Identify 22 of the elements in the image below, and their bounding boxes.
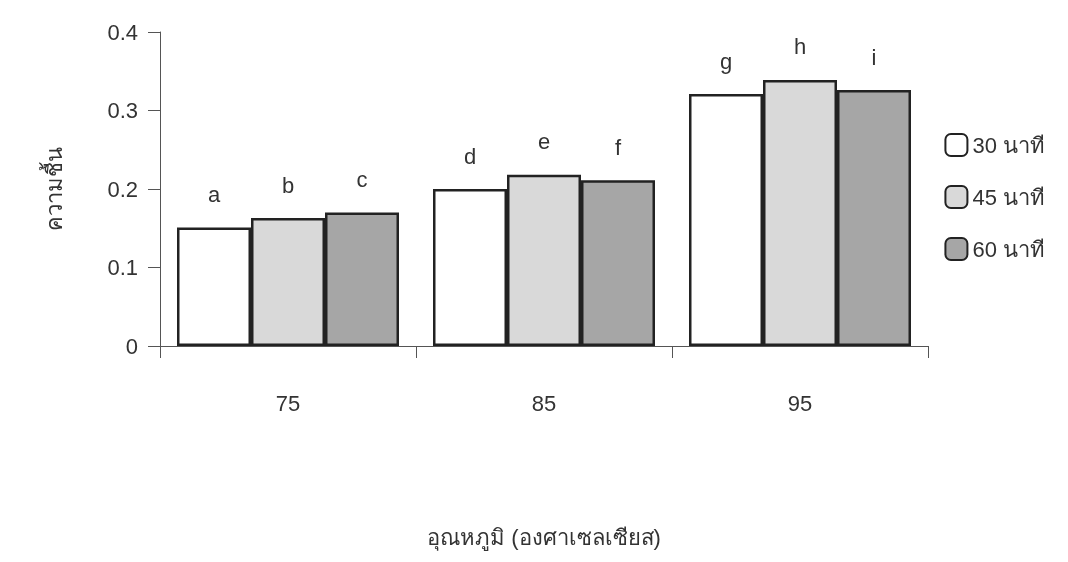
- y-tick-label: 0.3: [107, 98, 138, 123]
- y-axis-title: ความชื้น: [38, 147, 67, 231]
- data-label: a: [207, 181, 221, 207]
- data-label: d: [463, 143, 477, 169]
- data-label: b: [281, 172, 295, 198]
- legend-label: 30 นาที: [972, 132, 1046, 158]
- legend-label: 60 นาที: [972, 236, 1046, 262]
- data-label: f: [614, 134, 622, 160]
- y-tick-label: 0.1: [107, 255, 138, 280]
- data-label: g: [719, 48, 733, 74]
- y-tick-label: 0: [125, 333, 138, 359]
- legend-label: 45 นาที: [972, 184, 1046, 210]
- data-label: c: [356, 167, 368, 193]
- x-tick-label: 85: [531, 390, 557, 416]
- x-tick-label: 75: [275, 390, 301, 416]
- x-tick-label: 95: [787, 390, 813, 416]
- data-label: i: [871, 44, 877, 70]
- y-tick-label: 0.2: [107, 176, 138, 202]
- x-axis-title: อุณหภูมิ (องศาเซลเซียส): [427, 524, 661, 551]
- y-tick-label: 0.4: [107, 19, 138, 45]
- data-label: h: [793, 34, 807, 60]
- data-label: e: [537, 129, 551, 155]
